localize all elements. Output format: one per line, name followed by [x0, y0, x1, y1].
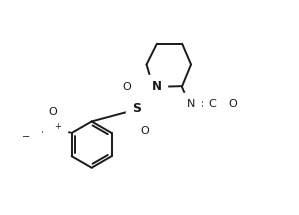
- Text: O: O: [141, 126, 150, 136]
- Text: O: O: [228, 99, 237, 109]
- Text: O: O: [27, 127, 36, 137]
- Text: N: N: [49, 127, 57, 137]
- Text: O: O: [49, 107, 58, 117]
- Text: −: −: [22, 132, 30, 142]
- Text: N: N: [187, 99, 195, 109]
- Text: N: N: [152, 80, 162, 93]
- Text: O: O: [123, 82, 132, 92]
- Text: C: C: [208, 99, 216, 109]
- Text: +: +: [54, 122, 61, 131]
- Text: S: S: [132, 103, 141, 115]
